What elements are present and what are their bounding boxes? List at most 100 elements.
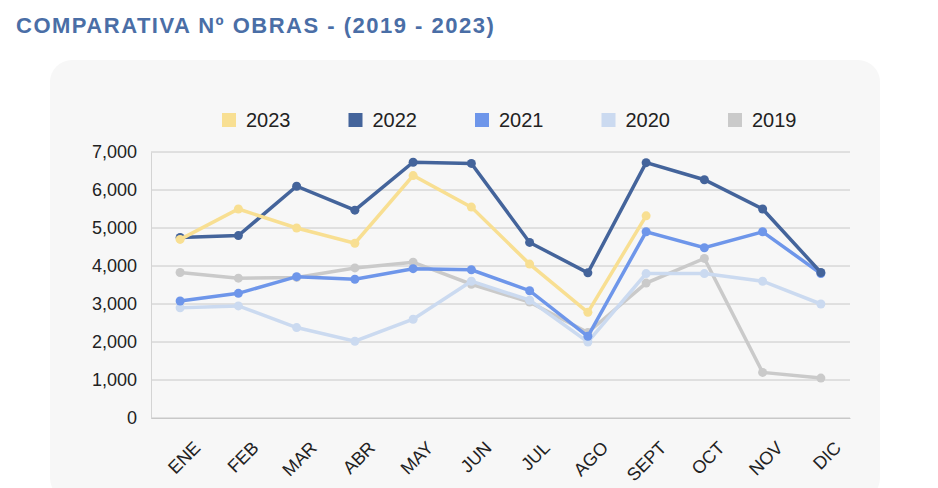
grid-line xyxy=(151,266,850,267)
legend-swatch xyxy=(349,113,363,127)
title: COMPARATIVA Nº OBRAS - (2019 - 2023) xyxy=(16,13,495,38)
marker xyxy=(234,231,243,240)
x-tick-label: FEB xyxy=(224,438,263,477)
marker xyxy=(700,243,709,252)
marker xyxy=(583,268,592,277)
x-tick-label: MAR xyxy=(278,438,320,480)
marker xyxy=(176,296,185,305)
legend: 2023 2022 2021 2020 2019 xyxy=(222,109,797,131)
marker xyxy=(234,301,243,310)
legend-item: 2019 xyxy=(728,109,797,131)
line xyxy=(180,176,646,313)
y-tick-label: 7,000 xyxy=(92,142,137,162)
y-tick: 5,000 xyxy=(92,218,151,238)
legend-item: 2021 xyxy=(475,109,544,131)
x-tick: SEPT xyxy=(623,418,670,485)
marker xyxy=(816,374,825,383)
x-tick: MAY xyxy=(397,418,438,478)
marker xyxy=(350,263,359,272)
series xyxy=(176,171,651,317)
marker xyxy=(409,171,418,180)
y-tick-label: 6,000 xyxy=(92,180,137,200)
x-tick: FEB xyxy=(224,418,263,477)
marker xyxy=(467,265,476,274)
marker xyxy=(292,323,301,332)
y-tick-label: 5,000 xyxy=(92,218,137,238)
legend-label: 2022 xyxy=(373,109,418,131)
y-tick-label: 0 xyxy=(127,408,137,428)
x-axis: ENEFEBMARABRMAYJUNJULAGOSEPTOCTNOVDIC xyxy=(152,418,851,485)
marker xyxy=(350,206,359,215)
x-tick-label: MAY xyxy=(397,438,438,479)
y-tick: 0 xyxy=(127,408,151,428)
grid-line xyxy=(151,190,850,191)
y-tick: 3,000 xyxy=(92,294,151,314)
x-tick: ENE xyxy=(164,418,204,478)
grid-line xyxy=(151,380,850,381)
legend-swatch xyxy=(602,113,616,127)
legend-swatch xyxy=(475,113,489,127)
marker xyxy=(642,158,651,167)
marker xyxy=(642,227,651,236)
y-axis-line xyxy=(151,153,152,419)
y-tick-label: 3,000 xyxy=(92,294,137,314)
marker xyxy=(292,224,301,233)
x-tick: AGO xyxy=(570,418,612,480)
marker xyxy=(350,337,359,346)
x-tick-label: JUN xyxy=(457,438,496,477)
legend-label: 2020 xyxy=(626,109,671,131)
x-tick: NOV xyxy=(745,418,787,479)
y-axis: 0 1,000 2,000 3,000 4,000 5,000 6,000 7,000 xyxy=(92,142,152,428)
y-tick: 6,000 xyxy=(92,180,151,200)
card xyxy=(50,60,880,488)
y-tick: 1,000 xyxy=(92,370,151,390)
marker xyxy=(292,182,301,191)
marker xyxy=(816,300,825,309)
series xyxy=(176,158,826,278)
y-tick: 4,000 xyxy=(92,256,151,276)
y-tick-label: 2,000 xyxy=(92,332,137,352)
marker xyxy=(583,332,592,341)
marker xyxy=(176,268,185,277)
marker xyxy=(758,205,767,214)
legend-label: 2021 xyxy=(499,109,544,131)
marker xyxy=(350,275,359,284)
grid xyxy=(151,152,850,418)
legend-label: 2023 xyxy=(246,109,291,131)
line xyxy=(180,258,821,378)
marker xyxy=(583,308,592,317)
marker xyxy=(292,272,301,281)
marker xyxy=(758,277,767,286)
marker xyxy=(176,235,185,244)
grid-line xyxy=(151,228,850,229)
x-tick-label: SEPT xyxy=(623,438,670,485)
marker xyxy=(642,211,651,220)
x-tick-label: ENE xyxy=(164,438,204,478)
marker xyxy=(525,296,534,305)
x-tick-label: OCT xyxy=(688,438,729,479)
y-tick-label: 4,000 xyxy=(92,256,137,276)
x-tick-label: NOV xyxy=(745,438,787,480)
legend-item: 2020 xyxy=(602,109,671,131)
grid-line xyxy=(151,418,850,419)
marker xyxy=(467,203,476,212)
marker xyxy=(816,268,825,277)
x-axis-line xyxy=(152,418,851,419)
marker xyxy=(409,315,418,324)
grid-line xyxy=(151,304,850,305)
series xyxy=(176,254,826,383)
marker xyxy=(525,260,534,269)
grid-line xyxy=(151,152,850,153)
chart: COMPARATIVA Nº OBRAS - (2019 - 2023) 0 1,0… xyxy=(0,0,938,488)
marker xyxy=(700,254,709,263)
x-tick: OCT xyxy=(688,418,729,479)
legend-label: 2019 xyxy=(752,109,797,131)
marker xyxy=(467,277,476,286)
plot-area xyxy=(176,158,826,383)
x-tick: ABR xyxy=(339,418,379,478)
legend-item: 2022 xyxy=(349,109,418,131)
marker xyxy=(525,286,534,295)
x-tick-label: ABR xyxy=(339,438,379,478)
marker xyxy=(350,239,359,248)
x-tick: MAR xyxy=(278,418,320,480)
